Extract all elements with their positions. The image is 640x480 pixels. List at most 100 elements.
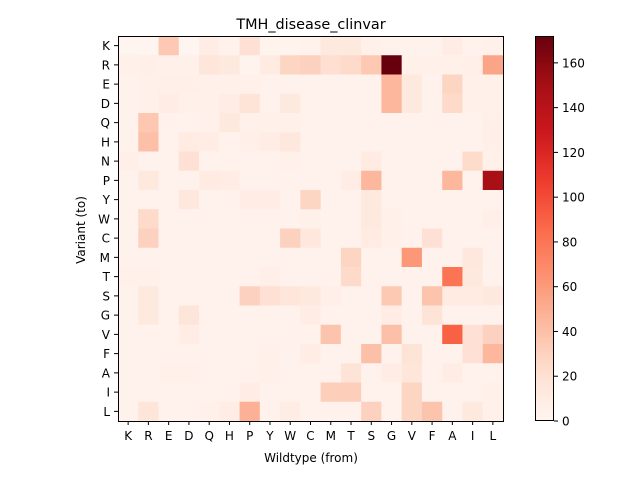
- heatmap-cell: [442, 228, 463, 249]
- heatmap-cell: [442, 93, 463, 114]
- heatmap-cell: [280, 190, 301, 210]
- heatmap-cell: [421, 286, 443, 306]
- heatmap-cell: [482, 113, 504, 133]
- heatmap-cell: [401, 247, 423, 268]
- heatmap-cell: [178, 344, 200, 364]
- heatmap-cell: [320, 401, 342, 422]
- heatmap-cell: [118, 113, 139, 133]
- heatmap-cell: [239, 190, 261, 210]
- heatmap-cell: [482, 36, 504, 56]
- heatmap-cell: [118, 93, 139, 114]
- heatmap-cell: [320, 228, 342, 249]
- heatmap-cell: [482, 228, 504, 249]
- heatmap-cell: [199, 324, 220, 345]
- heatmap-cell: [219, 113, 240, 133]
- heatmap-cell: [421, 170, 443, 191]
- heatmap-cell: [118, 151, 139, 172]
- heatmap-cell: [259, 190, 281, 210]
- x-tick-label: T: [346, 429, 355, 443]
- heatmap-cell: [118, 286, 139, 306]
- heatmap-cell: [138, 170, 159, 191]
- heatmap-cell: [178, 151, 200, 172]
- heatmap-cell: [259, 151, 281, 172]
- heatmap-cell: [158, 267, 180, 287]
- heatmap-cell: [199, 228, 220, 249]
- heatmap-cell: [482, 267, 504, 287]
- heatmap-cell: [340, 286, 362, 306]
- heatmap-cell: [239, 267, 261, 287]
- heatmap-cell: [421, 324, 443, 345]
- heatmap-cell: [280, 363, 301, 383]
- heatmap-cell: [259, 132, 281, 152]
- heatmap-cell: [280, 170, 301, 191]
- heatmap-cell: [118, 267, 139, 287]
- x-tick-label: P: [246, 429, 253, 443]
- x-tick-label: Y: [265, 429, 274, 443]
- heatmap-cell: [442, 190, 463, 210]
- heatmap-cell: [320, 363, 342, 383]
- colorbar-tick-label: 100: [562, 191, 585, 205]
- heatmap-cell: [462, 267, 484, 287]
- heatmap-cell: [199, 113, 220, 133]
- heatmap-cell: [421, 305, 443, 326]
- heatmap-cell: [462, 170, 484, 191]
- colorbar-tick-label: 0: [562, 415, 570, 429]
- heatmap-cell: [138, 55, 159, 75]
- heatmap-cell: [340, 74, 362, 95]
- heatmap-cell: [118, 228, 139, 249]
- heatmap-cell: [138, 324, 159, 345]
- heatmap-cell: [158, 305, 180, 326]
- heatmap-cell: [442, 286, 463, 306]
- heatmap-cell: [401, 305, 423, 326]
- heatmap-cell: [300, 170, 322, 191]
- heatmap-cell: [361, 151, 382, 172]
- heatmap-cell: [340, 93, 362, 114]
- heatmap-cell: [280, 113, 301, 133]
- heatmap-cell: [381, 170, 403, 191]
- heatmap-cell: [178, 93, 200, 114]
- heatmap-cell: [421, 247, 443, 268]
- heatmap-cell: [219, 170, 240, 191]
- chart-title: TMH_disease_clinvar: [235, 17, 385, 33]
- heatmap-cell: [442, 267, 463, 287]
- heatmap-cell: [239, 132, 261, 152]
- heatmap-cell: [239, 93, 261, 114]
- heatmap-cell: [300, 344, 322, 364]
- heatmap-cell: [482, 74, 504, 95]
- heatmap-cell: [158, 93, 180, 114]
- heatmap-cell: [219, 93, 240, 114]
- heatmap-cell: [462, 401, 484, 422]
- heatmap-cell: [442, 324, 463, 345]
- heatmap-cell: [118, 247, 139, 268]
- heatmap-cell: [421, 363, 443, 383]
- heatmap-cell: [401, 190, 423, 210]
- x-tick-label: V: [408, 429, 417, 443]
- heatmap-cell: [401, 382, 423, 403]
- heatmap-cell: [219, 363, 240, 383]
- heatmap-cell: [178, 286, 200, 306]
- heatmap-cell: [219, 228, 240, 249]
- heatmap-cell: [199, 190, 220, 210]
- heatmap-cell: [320, 305, 342, 326]
- heatmap-cell: [158, 382, 180, 403]
- heatmap-cell: [239, 151, 261, 172]
- heatmap-cell: [381, 228, 403, 249]
- x-axis-label: Wildtype (from): [264, 451, 358, 465]
- heatmap-cell: [158, 113, 180, 133]
- heatmap-cell: [462, 286, 484, 306]
- heatmap-cell: [442, 344, 463, 364]
- heatmap-cell: [219, 305, 240, 326]
- heatmap-cell: [421, 74, 443, 95]
- heatmap-cell: [462, 382, 484, 403]
- heatmap-cell: [361, 170, 382, 191]
- heatmap-cell: [280, 267, 301, 287]
- heatmap-cell: [340, 151, 362, 172]
- heatmap-cell: [239, 401, 261, 422]
- heatmap-cell: [138, 74, 159, 95]
- heatmap-cell: [280, 305, 301, 326]
- heatmap-cell: [219, 190, 240, 210]
- heatmap-cell: [239, 247, 261, 268]
- heatmap-cell: [219, 382, 240, 403]
- heatmap-cell: [300, 382, 322, 403]
- y-tick-label: D: [101, 97, 110, 111]
